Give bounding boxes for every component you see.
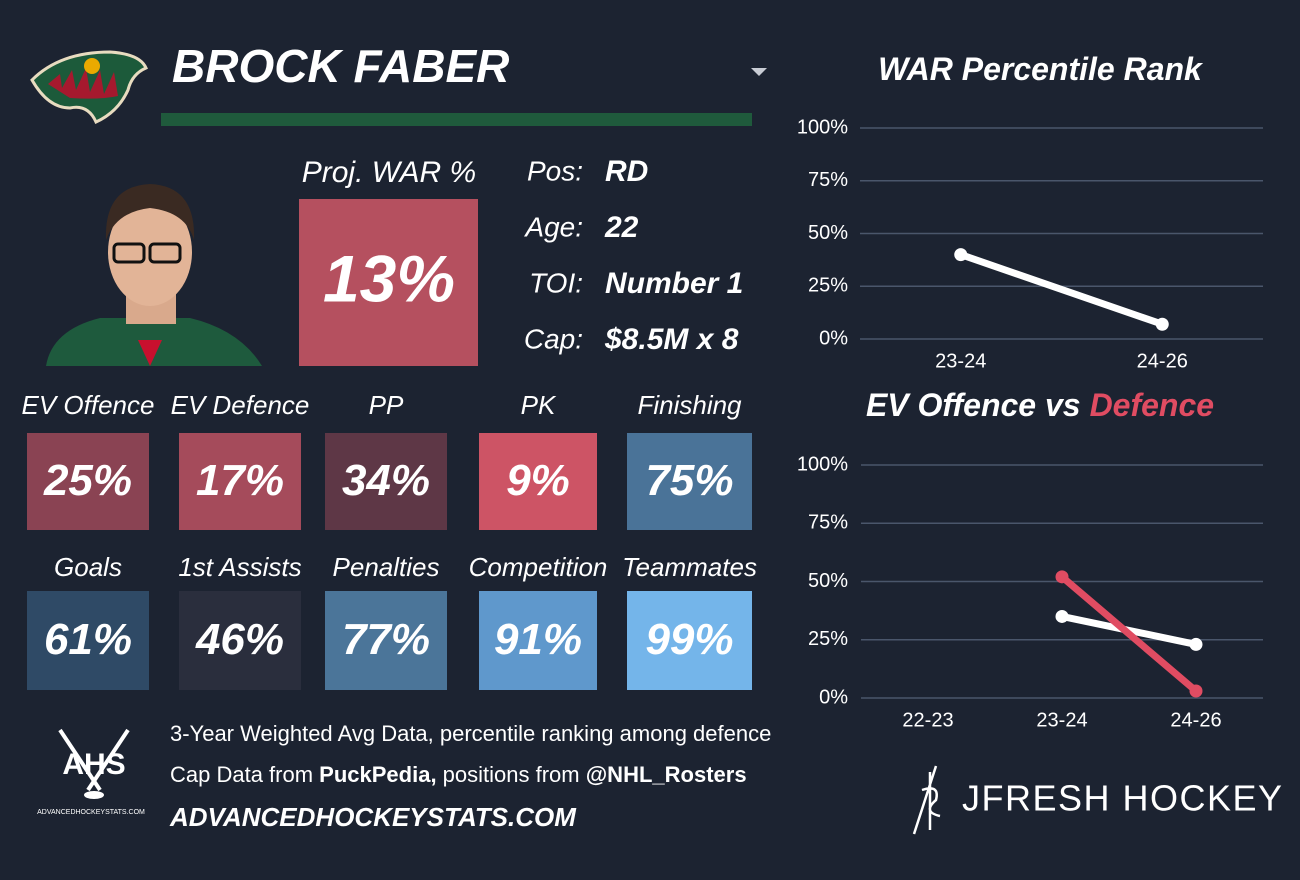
x-tick-label: 23-24 <box>1036 709 1087 731</box>
tile <box>627 433 752 530</box>
tile <box>27 591 149 690</box>
dropdown[interactable] <box>751 68 767 76</box>
y-tick-label: 25% <box>808 628 848 650</box>
tile-value: 99% <box>645 615 733 664</box>
y-tick-label: 25% <box>808 275 848 297</box>
footer-line2: Cap Data from PuckPedia, positions from … <box>170 762 747 787</box>
info-value: Number 1 <box>605 267 743 300</box>
point <box>1155 317 1169 331</box>
point <box>954 248 968 262</box>
info-label: Pos: <box>527 155 583 186</box>
tile <box>27 433 149 530</box>
ahs-logo-text: AHS <box>62 748 125 781</box>
y-tick-label: 100% <box>797 116 848 138</box>
chart-title-highlight: Defence <box>1090 387 1215 423</box>
proj-war-label: Proj. WAR % <box>302 156 476 189</box>
info-value: 22 <box>604 211 639 244</box>
x-tick-label: 24-26 <box>1170 709 1221 731</box>
tile <box>325 591 447 690</box>
info-label: Age: <box>523 211 583 242</box>
tile-value: 34% <box>342 456 430 505</box>
tile <box>179 433 301 530</box>
team-logo <box>30 50 148 124</box>
tile-label: PK <box>521 390 557 420</box>
point <box>1055 609 1069 623</box>
tile-label: PP <box>369 390 404 420</box>
team-bar <box>161 113 752 126</box>
player-name: BROCK FABER <box>172 40 509 92</box>
chart-title-text: WAR Percentile Rank <box>878 51 1204 87</box>
x-tick-label: 22-23 <box>902 709 953 731</box>
tile-value: 9% <box>506 456 570 505</box>
tile <box>479 591 597 690</box>
point <box>1055 570 1069 584</box>
brand: JFRESH HOCKEY <box>962 778 1284 819</box>
tile-label: Finishing <box>637 390 742 420</box>
point <box>1189 637 1203 651</box>
chart-title: EV Offence vs Defence <box>866 387 1214 423</box>
info-label: Cap: <box>524 323 583 354</box>
tile-label: EV Defence <box>171 390 310 420</box>
y-tick-label: 0% <box>819 327 848 349</box>
footer-text: Cap Data from <box>170 762 319 787</box>
tile-value: 61% <box>44 615 132 664</box>
tile-value: 25% <box>43 456 132 505</box>
tile-label: EV Offence <box>22 390 155 420</box>
chart-title: WAR Percentile Rank <box>878 51 1204 87</box>
ahs-logo-subtext: ADVANCEDHOCKEYSTATS.COM <box>37 809 145 816</box>
info-value: $8.5M x 8 <box>604 323 739 356</box>
website: ADVANCEDHOCKEYSTATS.COM <box>169 802 577 832</box>
line <box>957 251 1166 328</box>
tile-value: 75% <box>645 456 733 505</box>
y-tick-label: 75% <box>808 169 848 191</box>
info-value: RD <box>605 155 648 188</box>
y-tick-label: 50% <box>808 570 848 592</box>
tile <box>627 591 752 690</box>
point <box>1189 684 1203 698</box>
tile <box>479 433 597 530</box>
proj-war-value: 13% <box>323 241 455 315</box>
player-photo <box>46 184 262 366</box>
y-tick-label: 100% <box>797 453 848 475</box>
x-tick-label: 23-24 <box>935 350 986 372</box>
proj-war-tile <box>299 199 478 366</box>
tile-value: 17% <box>196 456 284 505</box>
tile <box>325 433 447 530</box>
y-tick-label: 0% <box>819 686 848 708</box>
tile <box>179 591 301 690</box>
y-tick-label: 50% <box>808 222 848 244</box>
info-label: TOI: <box>529 267 583 298</box>
tile-label: 1st Assists <box>178 552 301 582</box>
footer-text: positions from <box>437 762 586 787</box>
tile-value: 91% <box>494 615 582 664</box>
footer-text: PuckPedia, <box>319 762 436 787</box>
tile-label: Penalties <box>333 552 440 582</box>
line <box>1058 573 1200 695</box>
tile-value: 77% <box>342 615 430 664</box>
tile-value: 46% <box>195 615 284 664</box>
tile-label: Goals <box>54 552 122 582</box>
tile-label: Teammates <box>622 552 757 582</box>
footer-text: @NHL_Rosters <box>586 762 747 787</box>
footer-line1: 3-Year Weighted Avg Data, percentile ran… <box>170 721 771 746</box>
x-tick-label: 24-26 <box>1137 350 1188 372</box>
tile-label: Competition <box>469 552 608 582</box>
y-tick-label: 75% <box>808 512 848 534</box>
jfresh-logo <box>912 765 941 835</box>
ahs-logo: AHS ADVANCEDHOCKEYSTATS.COM <box>37 728 145 816</box>
chart-title-text: EV Offence vs <box>866 387 1081 423</box>
